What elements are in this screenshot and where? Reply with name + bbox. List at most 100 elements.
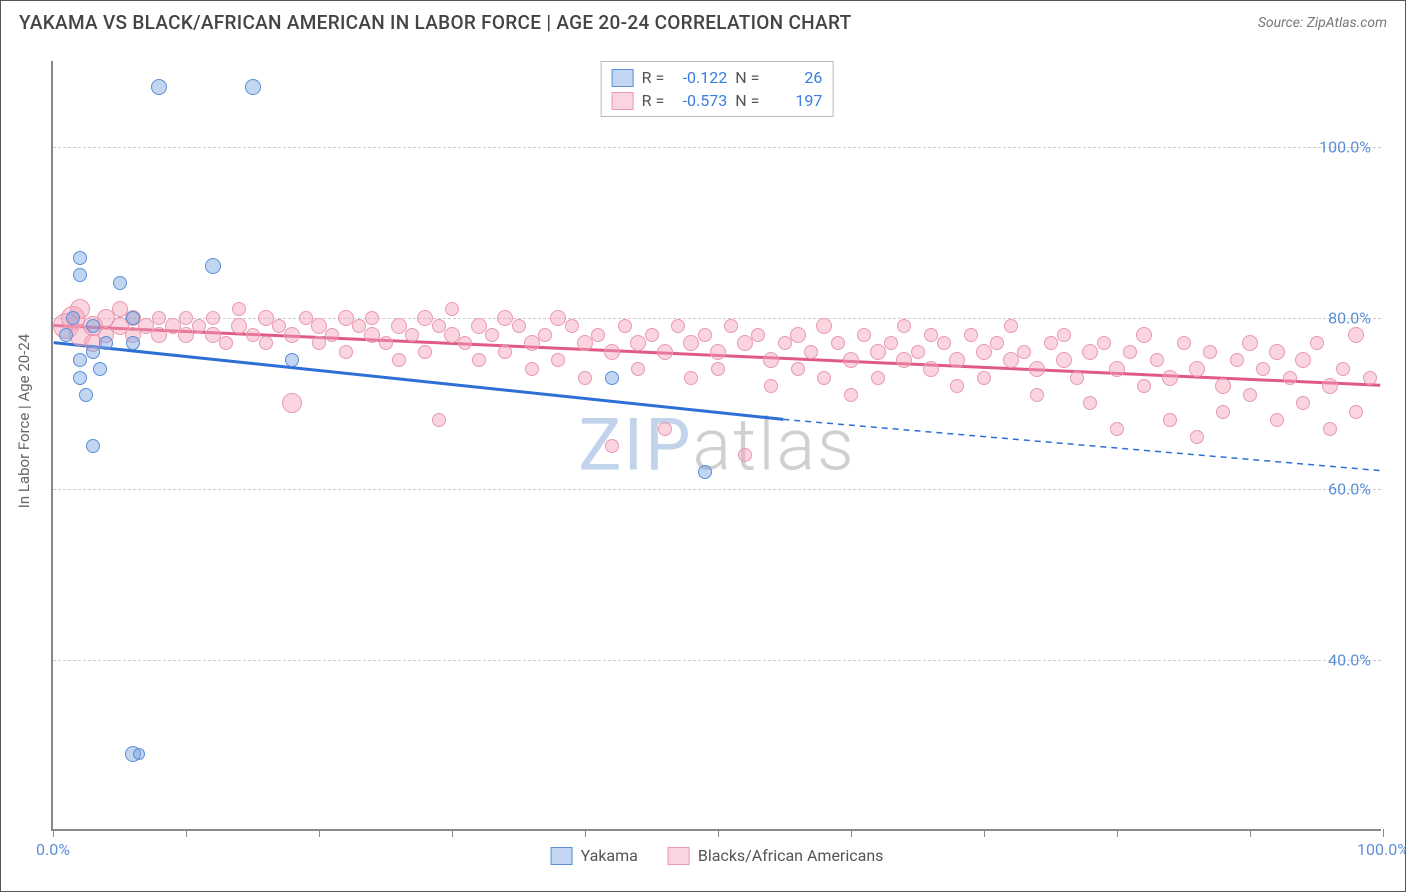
data-point-black [365,311,379,325]
data-point-black [1310,336,1324,350]
data-point-black [284,327,300,343]
data-point-black [710,344,726,360]
n-value-yakama: 26 [767,68,822,87]
data-point-black [392,353,406,367]
chart-title: YAKAMA VS BLACK/AFRICAN AMERICAN IN LABO… [19,11,852,34]
swatch-black [612,92,634,110]
data-point-black [1256,362,1270,376]
x-tick [53,829,54,837]
legend-swatch-black [668,847,690,865]
data-point-black [645,328,659,342]
data-point-black [990,336,1004,350]
data-point-black [525,362,539,376]
x-tick [984,829,985,837]
data-point-black [1056,352,1072,368]
data-point-black [1137,379,1151,393]
data-point-black [1110,422,1124,436]
data-point-black [937,336,951,350]
data-point-yakama [151,79,167,95]
data-point-yakama [113,276,127,290]
data-point-black [591,328,605,342]
data-point-yakama [698,465,712,479]
data-point-black [1097,336,1111,350]
r-value-yakama: -0.122 [672,68,727,87]
n-value-black: 197 [767,91,822,110]
data-point-black [737,335,753,351]
data-point-yakama [605,371,619,385]
data-point-black [763,352,779,368]
data-point-black [405,328,419,342]
data-point-black [884,336,898,350]
data-point-black [1215,378,1231,394]
data-point-black [1083,396,1097,410]
legend-item-yakama: Yakama [551,846,638,865]
data-point-black [1348,327,1364,343]
data-point-black [178,327,194,343]
data-point-black [977,371,991,385]
data-point-black [1216,405,1230,419]
gridline [53,318,1381,319]
watermark: ZIPatlas [578,403,855,488]
data-point-black [458,336,472,350]
data-point-yakama [59,328,73,342]
x-tick [1250,829,1251,837]
n-label: N = [735,68,759,87]
data-point-black [1070,371,1084,385]
data-point-black [671,319,685,333]
data-point-black [432,413,446,427]
data-point-yakama [205,258,221,274]
data-point-black [923,361,939,377]
data-point-black [1150,353,1164,367]
data-point-black [896,352,912,368]
data-point-black [1163,413,1177,427]
data-point-black [497,310,513,326]
source-label: Source: ZipAtlas.com [1258,15,1387,31]
data-point-black [871,371,885,385]
data-point-black [778,336,792,350]
data-point-yakama [73,251,87,265]
legend-label-yakama: Yakama [581,846,638,865]
swatch-yakama [612,69,634,87]
data-point-yakama [79,388,93,402]
data-point-black [1029,361,1045,377]
data-point-black [1270,413,1284,427]
data-point-yakama [285,353,299,367]
data-point-black [804,345,818,359]
bottom-legend: Yakama Blacks/African Americans [551,846,884,865]
legend-label-black: Blacks/African Americans [698,846,884,865]
data-point-black [246,328,260,342]
x-tick [718,829,719,837]
x-tick [1383,829,1384,837]
data-point-yakama [93,362,107,376]
data-point-black [1136,327,1152,343]
data-point-black [565,319,579,333]
data-point-black [524,335,540,351]
data-point-black [1162,370,1178,386]
data-point-black [485,328,499,342]
data-point-yakama [86,319,100,333]
y-tick-label: 60.0% [1328,479,1371,498]
stats-row-black: R = -0.573 N = 197 [612,89,823,112]
data-point-black [1004,319,1018,333]
x-tick-label: 100.0% [1357,840,1406,859]
plot-area: ZIPatlas R = -0.122 N = 26 R = -0.573 N … [51,61,1381,831]
data-point-black [831,336,845,350]
data-point-black [1017,345,1031,359]
data-point-yakama [86,345,100,359]
data-point-yakama [133,748,145,760]
data-point-black [1082,344,1098,360]
y-tick-label: 80.0% [1328,308,1371,327]
data-point-black [1269,344,1285,360]
data-point-black [538,328,552,342]
data-point-black [1189,361,1205,377]
data-point-black [472,353,486,367]
data-point-black [1123,345,1137,359]
data-point-yakama [245,79,261,95]
data-point-black [897,319,911,333]
data-point-yakama [73,371,87,385]
data-point-black [1003,352,1019,368]
data-point-black [312,336,326,350]
data-point-black [339,345,353,359]
data-point-black [1243,388,1257,402]
data-point-black [791,362,805,376]
